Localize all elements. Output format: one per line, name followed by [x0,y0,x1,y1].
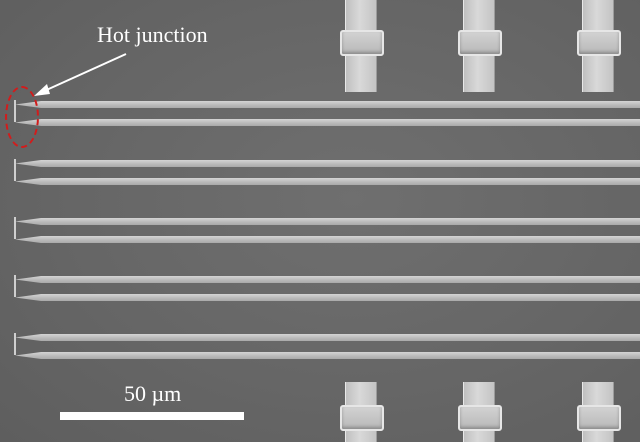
thermocouple-strip [15,352,640,359]
contact-pad-cap [458,30,502,56]
scale-bar [60,412,244,420]
thermocouple-strip [15,178,640,185]
junction-tip [14,275,16,297]
thermocouple-strip [15,334,640,341]
thermocouple-strip [15,119,640,126]
contact-pad-cap [577,405,621,431]
thermocouple-strip [15,236,640,243]
junction-tip [14,333,16,355]
contact-pad-cap [340,30,384,56]
junction-tip [14,217,16,239]
thermocouple-strip [15,160,640,167]
thermocouple-strip [15,101,640,108]
junction-tip [14,159,16,181]
scale-bar-label: 50 µm [124,381,182,406]
contact-pad-cap [340,405,384,431]
thermocouple-strip [15,218,640,225]
contact-pad-cap [577,30,621,56]
contact-pad-cap [458,405,502,431]
hot-junction-highlight-ring [5,86,39,148]
thermocouple-strip [15,294,640,301]
hot-junction-label: Hot junction [97,22,208,47]
thermocouple-strip [15,276,640,283]
